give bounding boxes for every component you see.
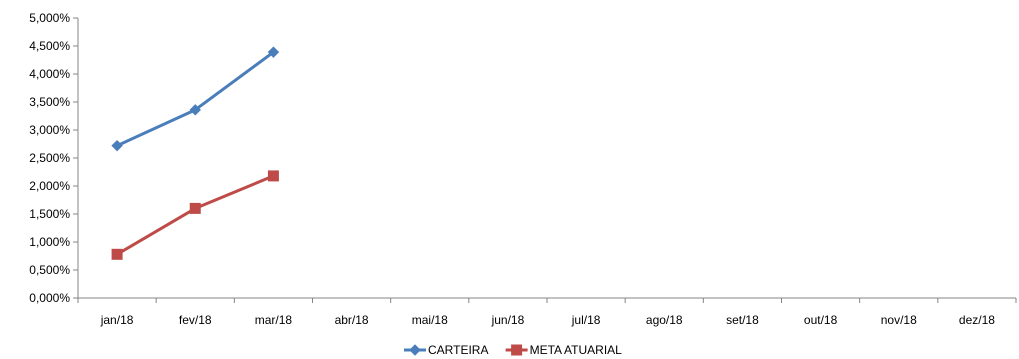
y-tick-label: 2,000% (29, 179, 70, 193)
x-axis-ticks: jan/18 fev/18 mar/18 abr/18 mai/18 jun/18 jul/… (77, 298, 1017, 327)
x-tick-label: dez/18 (959, 313, 995, 327)
y-tick-label: 2,500% (29, 151, 70, 165)
legend-marker (409, 344, 421, 356)
legend-label: META ATUARIAL (530, 343, 623, 357)
data-point (111, 248, 123, 260)
y-tick-label: 5,000% (29, 11, 70, 25)
y-axis-ticks: 0,000% 0,500% 1,000% 1,500% 2,000% 2,500% 3,00… (29, 11, 78, 305)
y-tick-label: 0,000% (29, 291, 70, 305)
series-meta-atuarial (111, 170, 279, 260)
data-point (189, 202, 201, 214)
legend-label: CARTEIRA (428, 343, 488, 357)
y-tick-label: 3,000% (29, 123, 70, 137)
series-layer (111, 46, 280, 260)
x-tick-label: ago/18 (646, 313, 683, 327)
plot-area: 0,000% 0,500% 1,000% 1,500% 2,000% 2,500% 3,00… (29, 11, 1017, 327)
x-tick-label: fev/18 (179, 313, 212, 327)
x-tick-label: abr/18 (335, 313, 369, 327)
x-tick-label: jan/18 (100, 313, 134, 327)
y-tick-label: 1,500% (29, 207, 70, 221)
x-tick-label: out/18 (804, 313, 838, 327)
legend-marker (511, 344, 523, 356)
legend-item: CARTEIRA (404, 343, 488, 357)
series-line (116, 50, 275, 148)
x-tick-label: mar/18 (255, 313, 293, 327)
y-tick-label: 4,500% (29, 39, 70, 53)
x-tick-label: mai/18 (412, 313, 448, 327)
x-tick-label: set/18 (726, 313, 759, 327)
series-carteira (111, 46, 280, 152)
x-tick-label: nov/18 (881, 313, 917, 327)
x-tick-label: jul/18 (571, 313, 601, 327)
x-tick-label: jun/18 (491, 313, 525, 327)
legend-item: META ATUARIAL (505, 343, 623, 357)
y-tick-label: 0,500% (29, 263, 70, 277)
y-tick-label: 4,000% (29, 67, 70, 81)
data-point (267, 46, 280, 58)
legend: CARTEIRA META ATUARIAL (404, 343, 622, 357)
y-tick-label: 3,500% (29, 95, 70, 109)
data-point (267, 170, 279, 182)
y-tick-label: 1,000% (29, 235, 70, 249)
data-point (111, 139, 123, 152)
series-line (116, 174, 274, 256)
data-point (189, 104, 201, 116)
